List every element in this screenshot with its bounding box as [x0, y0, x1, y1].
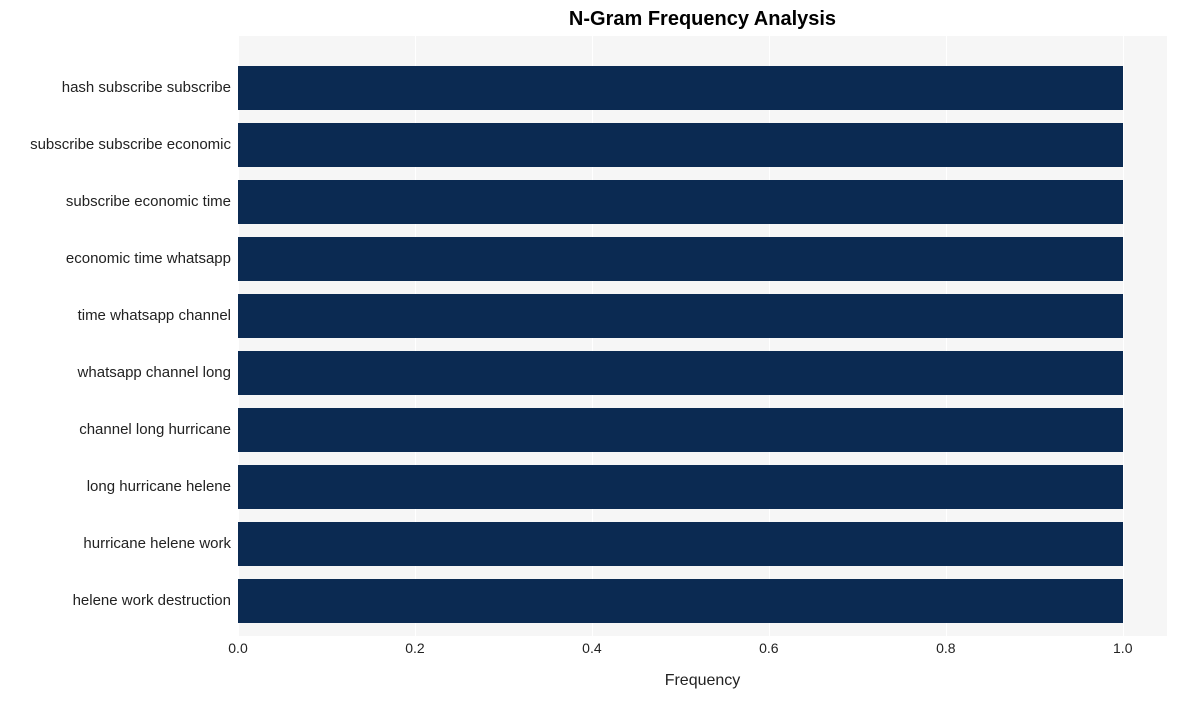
y-tick-label: channel long hurricane	[0, 421, 231, 438]
x-tick-label: 0.6	[759, 640, 778, 656]
y-tick-label: economic time whatsapp	[0, 250, 231, 267]
x-tick-label: 1.0	[1113, 640, 1132, 656]
y-tick-label: subscribe economic time	[0, 193, 231, 210]
bar	[238, 66, 1123, 110]
bar	[238, 294, 1123, 338]
bar	[238, 579, 1123, 623]
y-tick-label: hash subscribe subscribe	[0, 79, 231, 96]
x-axis-label: Frequency	[238, 672, 1167, 690]
bar	[238, 465, 1123, 509]
bar	[238, 408, 1123, 452]
x-tick-label: 0.8	[936, 640, 955, 656]
bar	[238, 522, 1123, 566]
y-tick-label: subscribe subscribe economic	[0, 136, 231, 153]
gridline	[1123, 36, 1124, 636]
y-tick-label: hurricane helene work	[0, 535, 231, 552]
x-tick-label: 0.2	[405, 640, 424, 656]
chart-title: N-Gram Frequency Analysis	[238, 8, 1167, 31]
y-tick-label: whatsapp channel long	[0, 364, 231, 381]
bar	[238, 123, 1123, 167]
x-tick-label: 0.0	[228, 640, 247, 656]
plot-area	[238, 36, 1167, 636]
x-tick-label: 0.4	[582, 640, 601, 656]
y-tick-label: long hurricane helene	[0, 478, 231, 495]
y-tick-label: helene work destruction	[0, 592, 231, 609]
bar	[238, 237, 1123, 281]
bar	[238, 180, 1123, 224]
ngram-frequency-chart: N-Gram Frequency Analysis hash subscribe…	[0, 0, 1177, 701]
bar	[238, 351, 1123, 395]
y-tick-label: time whatsapp channel	[0, 307, 231, 324]
